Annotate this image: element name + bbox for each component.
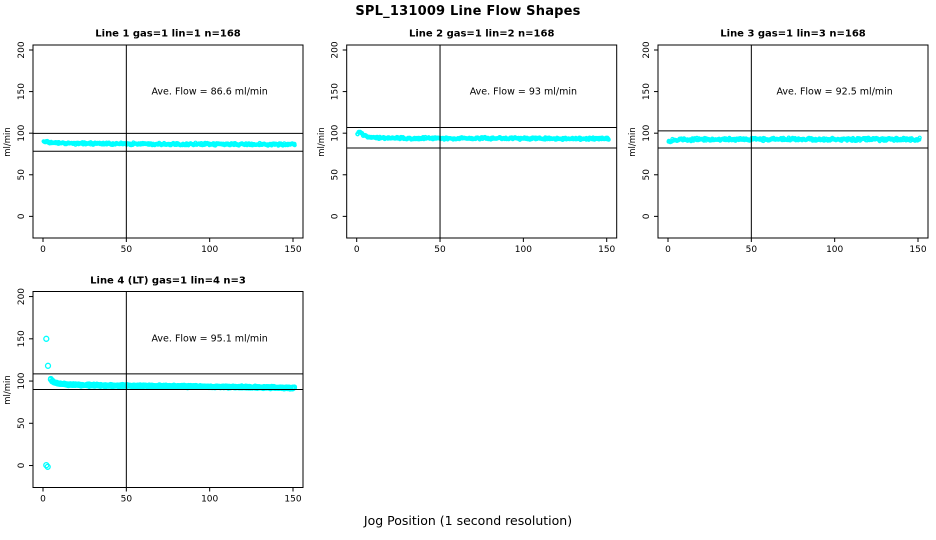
- x-tick-label: 0: [40, 495, 46, 505]
- panel-4-data-points: [43, 335, 298, 470]
- x-tick-label: 100: [826, 245, 843, 255]
- ave-flow-annotation: Ave. Flow = 86.6 ml/min: [151, 86, 268, 98]
- x-tick-label: 50: [121, 245, 133, 255]
- ave-flow-annotation: Ave. Flow = 92.5 ml/min: [776, 86, 893, 98]
- x-tick-label: 50: [121, 495, 133, 505]
- x-tick-label: 50: [746, 245, 758, 255]
- y-tick-label: 50: [17, 169, 27, 181]
- y-tick-label: 200: [331, 41, 341, 58]
- x-tick-label: 150: [284, 495, 301, 505]
- panel-box: [32, 44, 304, 239]
- x-tick-label: 100: [515, 245, 532, 255]
- y-tick-label: 100: [17, 372, 27, 389]
- ave-flow-annotation: Ave. Flow = 95.1 ml/min: [151, 333, 268, 345]
- y-axis-unit-label: ml/min: [3, 374, 13, 405]
- y-tick-label: 150: [331, 83, 341, 100]
- panel-3: 0 50 100 150 0 50 100 150 200: [642, 41, 929, 255]
- y-tick-label: 150: [17, 83, 27, 100]
- panel-title: Line 4 (LT) gas=1 lin=4 n=3: [90, 275, 246, 286]
- y-tick-label: 0: [642, 213, 652, 219]
- y-tick-label: 150: [642, 83, 652, 100]
- panel-1-data-points: [41, 138, 297, 148]
- panel-3-data-points: [666, 135, 922, 145]
- y-tick-label: 100: [642, 124, 652, 141]
- y-axis-unit-label: ml/min: [3, 126, 13, 157]
- panel-title: Line 2 gas=1 lin=2 n=168: [408, 28, 555, 40]
- panel-box: [657, 44, 929, 239]
- y-tick-label: 200: [642, 41, 652, 58]
- y-tick-label: 0: [17, 462, 27, 468]
- panel-2-data-points: [355, 129, 611, 142]
- panel-2: 0 50 100 150 0 50 100 150 200: [331, 41, 618, 255]
- panel-4: 0 50 100 150 0 50 100 150 200: [17, 288, 304, 505]
- panel-title: Line 1 gas=1 lin=1 n=168: [95, 28, 241, 40]
- x-tick-label: 50: [434, 245, 446, 255]
- y-tick-label: 50: [331, 169, 341, 181]
- x-tick-label: 0: [354, 245, 360, 255]
- x-tick-label: 150: [598, 245, 615, 255]
- panel-1: 0 50 100 150 0 50 100 150 200: [17, 41, 304, 255]
- y-tick-label: 200: [17, 288, 27, 305]
- x-tick-label: 0: [665, 245, 671, 255]
- x-axis-label: Jog Position (1 second resolution): [363, 513, 573, 528]
- panel-title: Line 3 gas=1 lin=3 n=168: [720, 28, 866, 40]
- page-title: SPL_131009 Line Flow Shapes: [355, 4, 581, 19]
- y-tick-label: 150: [17, 330, 27, 347]
- y-tick-label: 200: [17, 41, 27, 58]
- y-tick-label: 100: [17, 124, 27, 141]
- y-tick-label: 0: [331, 213, 341, 219]
- y-tick-label: 0: [17, 213, 27, 219]
- y-tick-label: 100: [331, 124, 341, 141]
- outlier-point: [43, 335, 50, 342]
- ave-flow-annotation: Ave. Flow = 93 ml/min: [469, 86, 577, 98]
- x-tick-label: 150: [284, 245, 301, 255]
- x-tick-label: 100: [201, 495, 218, 505]
- y-tick-label: 50: [17, 417, 27, 429]
- y-tick-label: 50: [642, 169, 652, 181]
- outlier-point: [44, 362, 52, 369]
- y-axis-unit-label: ml/min: [316, 126, 327, 157]
- panel-box: [32, 291, 304, 488]
- x-tick-label: 150: [909, 245, 926, 255]
- panel-box: [346, 44, 618, 239]
- x-tick-label: 100: [201, 245, 218, 255]
- x-tick-label: 0: [40, 245, 46, 255]
- y-axis-unit-label: ml/min: [628, 126, 638, 157]
- outlier-point: [44, 463, 51, 470]
